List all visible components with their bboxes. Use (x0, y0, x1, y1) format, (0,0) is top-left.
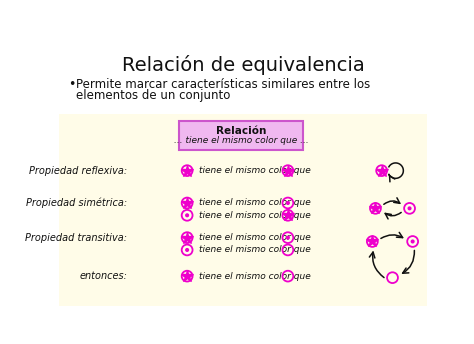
Text: elementos de un conjunto: elementos de un conjunto (76, 89, 231, 102)
Text: Permite marcar características similares entre los: Permite marcar características similares… (76, 78, 371, 91)
Circle shape (186, 214, 189, 217)
Text: •: • (69, 78, 76, 91)
Text: Propiedad simétrica:: Propiedad simétrica: (27, 198, 128, 208)
Circle shape (186, 249, 189, 251)
Circle shape (286, 236, 289, 239)
Text: ... tiene el mismo color que ...: ... tiene el mismo color que ... (174, 136, 309, 145)
Text: tiene el mismo color que: tiene el mismo color que (199, 198, 310, 207)
Text: tiene el mismo color que: tiene el mismo color que (199, 246, 310, 255)
Text: Propiedad reflexiva:: Propiedad reflexiva: (29, 166, 128, 176)
Text: tiene el mismo color que: tiene el mismo color que (199, 166, 310, 175)
Text: Propiedad transitiva:: Propiedad transitiva: (26, 233, 128, 243)
Text: entonces:: entonces: (80, 271, 128, 281)
FancyBboxPatch shape (179, 121, 303, 150)
Circle shape (408, 207, 411, 210)
Circle shape (411, 240, 414, 243)
Text: tiene el mismo color que: tiene el mismo color que (199, 272, 310, 281)
Text: Relación: Relación (216, 126, 266, 136)
Text: tiene el mismo color que: tiene el mismo color que (199, 211, 310, 220)
Circle shape (286, 202, 289, 204)
Text: tiene el mismo color que: tiene el mismo color que (199, 233, 310, 242)
Bar (59, 115, 427, 306)
Text: Relación de equivalencia: Relación de equivalencia (121, 55, 365, 75)
